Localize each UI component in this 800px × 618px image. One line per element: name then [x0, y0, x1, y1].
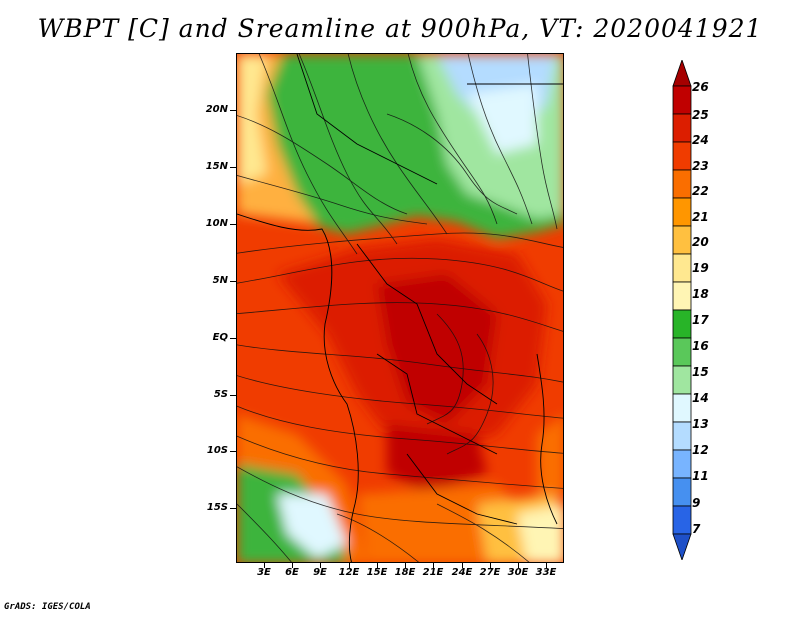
colorbar-label: 9 [692, 496, 701, 510]
colorbar-label: 7 [692, 522, 701, 536]
wbpt-field [237, 54, 563, 562]
colorbar-swatch [672, 309, 692, 339]
colorbar-label: 25 [692, 108, 709, 122]
lon-tick [462, 562, 463, 568]
colorbar-label: 11 [692, 469, 709, 483]
lat-tick [230, 508, 236, 509]
colorbar-swatch [672, 421, 692, 451]
colorbar-label: 14 [692, 391, 709, 405]
colorbar-swatch [672, 449, 692, 479]
colorbar-swatch [672, 365, 692, 395]
colorbar-swatch [672, 113, 692, 143]
lon-label-6e: 6E [285, 567, 299, 578]
colorbar [672, 60, 692, 560]
lat-label-10n: 10N [205, 218, 228, 229]
colorbar-swatch [672, 225, 692, 255]
lon-label-15e: 15E [366, 567, 388, 578]
colorbar-label: 13 [692, 417, 709, 431]
colorbar-swatch [672, 533, 692, 560]
colorbar-label: 23 [692, 159, 709, 173]
colorbar-label: 21 [692, 210, 709, 224]
colorbar-swatch [672, 197, 692, 227]
lon-label-27e: 27E [479, 567, 501, 578]
lon-tick [518, 562, 519, 568]
colorbar-swatch [672, 60, 692, 87]
lon-label-30e: 30E [507, 567, 529, 578]
lat-tick [230, 281, 236, 282]
lat-tick [230, 395, 236, 396]
lat-tick [230, 451, 236, 452]
lat-label-20n: 20N [205, 104, 228, 115]
lon-label-21e: 21E [422, 567, 444, 578]
lon-tick [433, 562, 434, 568]
lat-label-10s: 10S [206, 445, 228, 456]
lon-label-18e: 18E [394, 567, 416, 578]
colorbar-label: 22 [692, 184, 709, 198]
colorbar-swatch [672, 85, 692, 115]
lon-tick [292, 562, 293, 568]
colorbar-swatch [672, 505, 692, 535]
lat-tick [230, 110, 236, 111]
lon-tick [264, 562, 265, 568]
lon-tick [546, 562, 547, 568]
lon-tick [349, 562, 350, 568]
colorbar-label: 19 [692, 261, 709, 275]
lat-label-5n: 5N [212, 275, 228, 286]
colorbar-label: 20 [692, 235, 709, 249]
lat-label-15s: 15S [206, 502, 228, 513]
colorbar-label: 16 [692, 339, 709, 353]
colorbar-swatch [672, 477, 692, 507]
colorbar-swatch [672, 141, 692, 171]
lon-label-9e: 9E [313, 567, 327, 578]
lat-label-5s: 5S [213, 389, 228, 400]
lat-label-15n: 15N [205, 161, 228, 172]
lon-tick [320, 562, 321, 568]
lat-tick [230, 167, 236, 168]
lat-tick [230, 338, 236, 339]
colorbar-label: 17 [692, 313, 709, 327]
colorbar-swatch [672, 393, 692, 423]
lon-label-24e: 24E [451, 567, 473, 578]
lon-tick [490, 562, 491, 568]
colorbar-swatch [672, 281, 692, 311]
colorbar-label: 26 [692, 80, 709, 94]
lon-tick [405, 562, 406, 568]
colorbar-swatch [672, 169, 692, 199]
colorbar-label: 12 [692, 443, 709, 457]
colorbar-label: 18 [692, 287, 709, 301]
colorbar-swatch [672, 337, 692, 367]
lon-label-3e: 3E [257, 567, 271, 578]
colorbar-label: 15 [692, 365, 709, 379]
lat-tick [230, 224, 236, 225]
lat-label-eq: EQ [212, 332, 228, 343]
map-panel [236, 53, 564, 563]
map-title: WBPT [C] and Sreamline at 900hPa, VT: 20… [37, 14, 763, 43]
grads-credit: GrADS: IGES/COLA [4, 602, 91, 612]
lon-label-33e: 33E [535, 567, 557, 578]
colorbar-label: 24 [692, 133, 709, 147]
lon-tick [377, 562, 378, 568]
colorbar-swatch [672, 253, 692, 283]
lon-label-12e: 12E [338, 567, 360, 578]
